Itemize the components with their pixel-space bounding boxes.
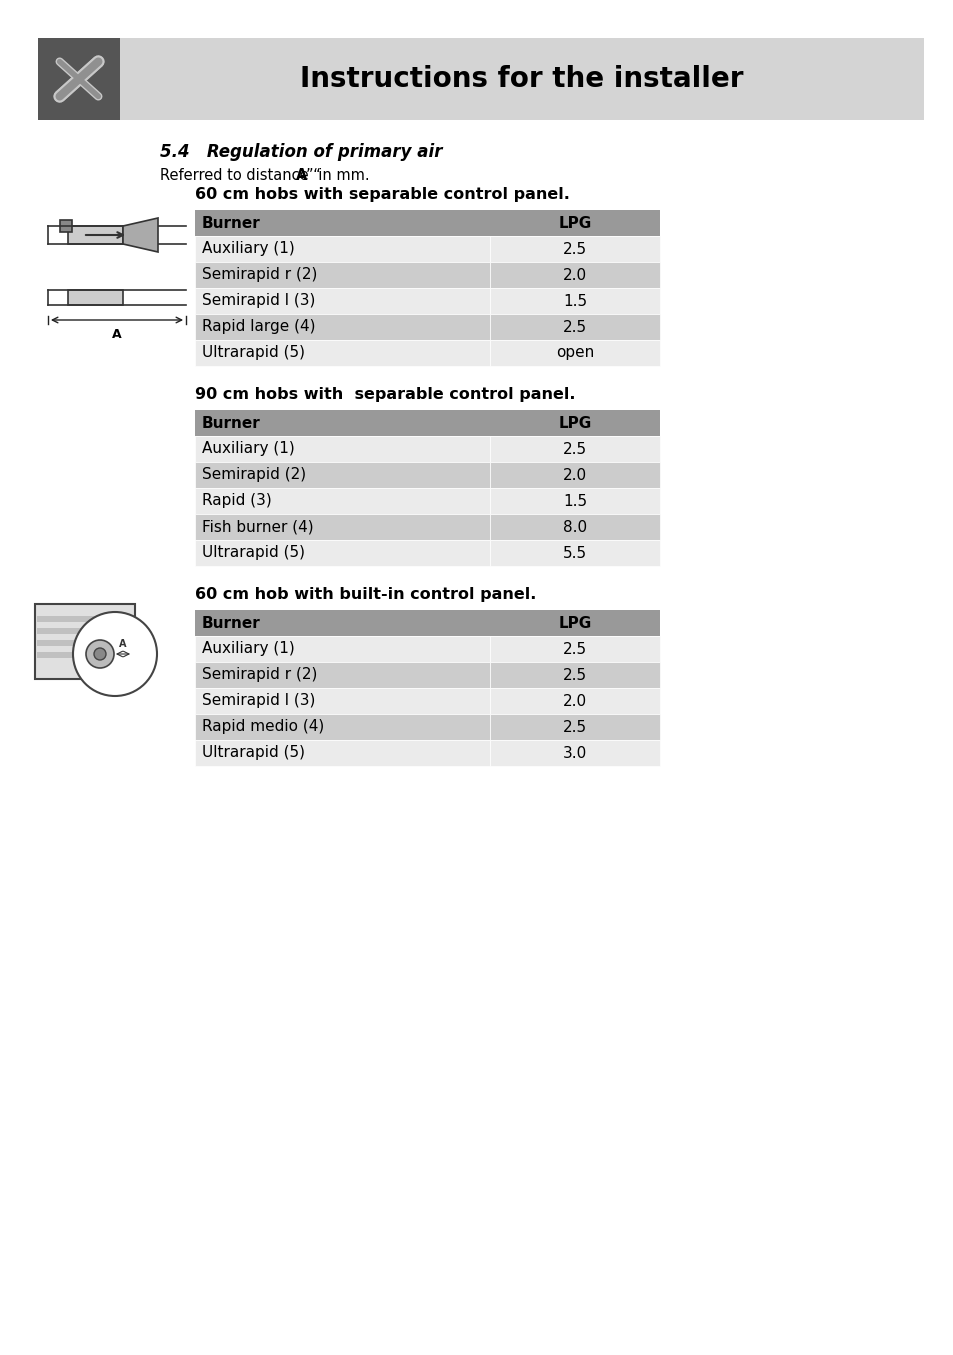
Text: Semirapid r (2): Semirapid r (2)	[202, 267, 317, 282]
Bar	[194, 340, 490, 366]
Text: A: A	[112, 328, 122, 340]
Text: Instructions for the installer: Instructions for the installer	[300, 65, 743, 93]
Bar	[60, 220, 71, 232]
Bar	[38, 38, 120, 121]
Bar	[490, 236, 659, 262]
Bar	[194, 210, 490, 236]
Bar	[490, 210, 659, 236]
Bar	[490, 635, 659, 663]
Bar	[194, 663, 490, 688]
Text: 2.5: 2.5	[562, 720, 586, 734]
Text: 5.5: 5.5	[562, 546, 586, 561]
Circle shape	[86, 640, 113, 668]
Text: Rapid (3): Rapid (3)	[202, 493, 272, 508]
Bar	[194, 236, 490, 262]
Text: Burner: Burner	[202, 416, 260, 431]
Text: Semirapid r (2): Semirapid r (2)	[202, 668, 317, 683]
Text: Burner: Burner	[202, 215, 260, 230]
Bar	[490, 663, 659, 688]
Bar	[120, 38, 923, 121]
Bar	[37, 617, 132, 622]
Bar	[194, 488, 490, 514]
Bar	[490, 411, 659, 436]
Bar	[68, 290, 123, 305]
Bar	[490, 610, 659, 635]
Bar	[490, 688, 659, 714]
Text: 2.5: 2.5	[562, 241, 586, 256]
Text: Ultrarapid (5): Ultrarapid (5)	[202, 346, 305, 360]
Bar	[194, 262, 490, 289]
Bar	[194, 289, 490, 314]
Text: 2.0: 2.0	[562, 694, 586, 709]
Bar	[490, 541, 659, 566]
Text: Semirapid l (3): Semirapid l (3)	[202, 694, 315, 709]
Text: Fish burner (4): Fish burner (4)	[202, 519, 314, 534]
Bar	[490, 462, 659, 488]
Bar	[194, 541, 490, 566]
Bar	[37, 652, 132, 659]
Text: 60 cm hob with built-in control panel.: 60 cm hob with built-in control panel.	[194, 587, 536, 602]
Circle shape	[73, 612, 157, 696]
Bar	[490, 514, 659, 541]
Bar	[194, 740, 490, 766]
Bar	[194, 714, 490, 740]
Text: Burner: Burner	[202, 615, 260, 630]
Text: LPG: LPG	[558, 416, 591, 431]
Bar	[194, 462, 490, 488]
Bar	[490, 262, 659, 289]
Text: Semirapid l (3): Semirapid l (3)	[202, 294, 315, 309]
Text: Ultrarapid (5): Ultrarapid (5)	[202, 546, 305, 561]
Text: Auxiliary (1): Auxiliary (1)	[202, 442, 294, 457]
Text: 1.5: 1.5	[562, 294, 586, 309]
Text: 90 cm hobs with  separable control panel.: 90 cm hobs with separable control panel.	[194, 386, 575, 401]
Text: Rapid large (4): Rapid large (4)	[202, 320, 315, 335]
Text: 2.5: 2.5	[562, 320, 586, 335]
Text: 60 cm hobs with separable control panel.: 60 cm hobs with separable control panel.	[194, 187, 569, 202]
Bar	[490, 289, 659, 314]
Text: Referred to distance “: Referred to distance “	[160, 168, 320, 183]
Bar	[490, 314, 659, 340]
Text: Auxiliary (1): Auxiliary (1)	[202, 241, 294, 256]
Bar	[490, 436, 659, 462]
Text: open: open	[556, 346, 594, 360]
Text: Semirapid (2): Semirapid (2)	[202, 467, 306, 482]
Text: A: A	[119, 640, 127, 649]
Text: Ultrarapid (5): Ultrarapid (5)	[202, 745, 305, 760]
Bar	[194, 436, 490, 462]
Text: 8.0: 8.0	[562, 519, 586, 534]
Bar	[194, 688, 490, 714]
Text: ” in mm.: ” in mm.	[306, 168, 370, 183]
Text: A: A	[296, 168, 308, 183]
Text: LPG: LPG	[558, 615, 591, 630]
Bar	[490, 488, 659, 514]
Text: 2.5: 2.5	[562, 641, 586, 657]
Text: 2.5: 2.5	[562, 442, 586, 457]
Text: 5.4   Regulation of primary air: 5.4 Regulation of primary air	[160, 144, 442, 161]
Text: Auxiliary (1): Auxiliary (1)	[202, 641, 294, 657]
Text: Rapid medio (4): Rapid medio (4)	[202, 720, 324, 734]
Bar	[490, 714, 659, 740]
Bar	[490, 740, 659, 766]
Text: 1.5: 1.5	[562, 493, 586, 508]
Text: 2.5: 2.5	[562, 668, 586, 683]
Polygon shape	[123, 218, 158, 252]
Bar	[37, 627, 132, 634]
Circle shape	[94, 648, 106, 660]
Text: LPG: LPG	[558, 215, 591, 230]
Bar	[194, 314, 490, 340]
Bar	[35, 604, 135, 679]
Text: 2.0: 2.0	[562, 467, 586, 482]
Bar	[194, 411, 490, 436]
Bar	[490, 340, 659, 366]
Text: 2.0: 2.0	[562, 267, 586, 282]
Text: 3.0: 3.0	[562, 745, 586, 760]
Bar	[68, 226, 123, 244]
Bar	[194, 635, 490, 663]
Bar	[37, 640, 132, 646]
Bar	[194, 514, 490, 541]
Bar	[194, 610, 490, 635]
